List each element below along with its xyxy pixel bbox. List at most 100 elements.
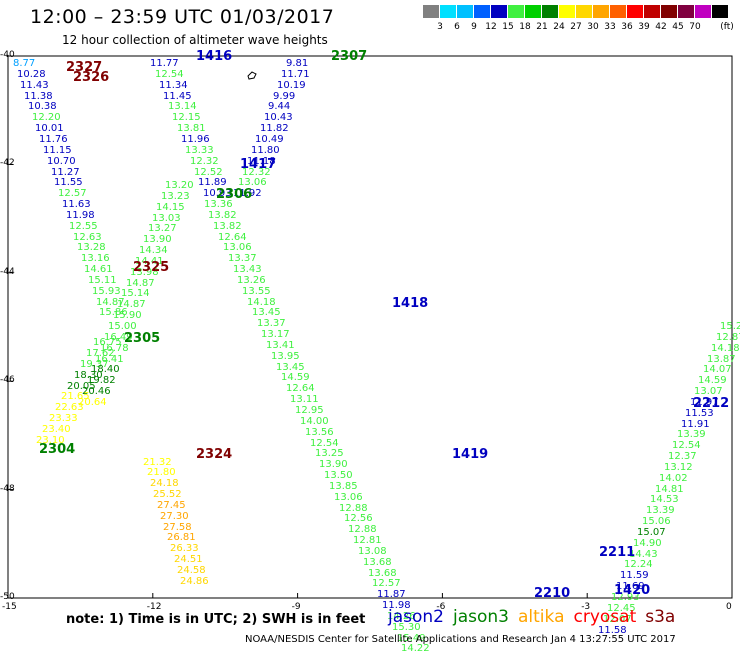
color-scale-label: 30 xyxy=(587,22,599,32)
wave-height-value: 13.43 xyxy=(233,264,262,275)
x-tick-label: 0 xyxy=(726,602,732,612)
wave-height-value: 11.80 xyxy=(251,145,280,156)
x-tick-label: -6 xyxy=(436,602,446,612)
wave-height-value: 13.41 xyxy=(266,340,295,351)
wave-height-value: 11.27 xyxy=(51,167,80,178)
pass-time-label: 2307 xyxy=(331,49,368,64)
wave-height-value: 13.12 xyxy=(664,462,693,473)
wave-height-value: 13.45 xyxy=(276,362,305,373)
pass-time-label: 1417 xyxy=(240,157,277,172)
wave-height-value: 12.32 xyxy=(190,156,219,167)
wave-height-value: 12.88 xyxy=(348,524,377,535)
y-tick-label: -48 xyxy=(0,483,15,494)
pass-time-label: 2210 xyxy=(534,586,571,601)
wave-height-value: 12.37 xyxy=(668,451,697,462)
wave-height-value: 21.65 xyxy=(61,391,90,402)
wave-height-value: 13.39 xyxy=(677,429,706,440)
wave-height-value: 11.53 xyxy=(685,408,714,419)
y-tick-label: -44 xyxy=(0,266,15,277)
wave-height-value: 24.58 xyxy=(177,565,206,576)
wave-height-value: 16.49 xyxy=(104,332,133,343)
wave-height-value: 15.06 xyxy=(642,516,671,527)
wave-height-value: 19.37 xyxy=(80,359,109,370)
wave-height-value: 13.33 xyxy=(185,145,214,156)
y-tick-label: -42 xyxy=(0,158,15,169)
color-swatch xyxy=(644,5,661,18)
color-swatch xyxy=(610,5,627,18)
wave-height-value: 12.24 xyxy=(624,559,653,570)
wave-height-value: 9.81 xyxy=(286,58,309,69)
wave-height-value: 13.45 xyxy=(252,307,281,318)
page-title: 12:00 – 23:59 UTC 01/03/2017 xyxy=(30,6,335,28)
wave-height-value: 22.63 xyxy=(55,402,84,413)
wave-height-value: 14.41 xyxy=(135,256,164,267)
axis-tickmarks xyxy=(7,55,733,599)
wave-height-value: 11.15 xyxy=(43,145,72,156)
wave-height-value: 25.52 xyxy=(153,489,182,500)
color-scale-label: 18 xyxy=(519,22,531,32)
wave-height-value: 11.55 xyxy=(54,177,83,188)
satellite-jason2: jason2 xyxy=(388,607,444,627)
pass-time-label: 2304 xyxy=(39,442,76,457)
wave-height-value: 10.38 xyxy=(28,101,57,112)
wave-height-value: 14.00 xyxy=(300,416,329,427)
wave-height-value: 13.25 xyxy=(315,448,344,459)
wave-height-value: 12.07 xyxy=(603,614,632,625)
map-frame xyxy=(7,55,733,599)
wave-height-value: 12.57 xyxy=(58,188,87,199)
wave-height-value: 14.59 xyxy=(281,372,310,383)
color-swatch xyxy=(508,5,525,18)
wave-height-value: 16.75 xyxy=(93,337,122,348)
wave-height-value: 13.37 xyxy=(228,253,257,264)
wave-height-value: 13.55 xyxy=(242,286,271,297)
color-scale-unit: (ft) xyxy=(720,22,734,32)
wave-height-value: 27.45 xyxy=(157,500,186,511)
wave-height-value: 20.64 xyxy=(78,397,107,408)
wave-height-value: 10.49 xyxy=(255,134,284,145)
wave-height-value: 11.96 xyxy=(181,134,210,145)
wave-height-value: 24.18 xyxy=(150,478,179,489)
wave-height-value: 15.86 xyxy=(99,307,128,318)
color-swatch xyxy=(678,5,695,18)
wave-height-value: 12.87 xyxy=(716,332,740,343)
wave-height-value: 13.56 xyxy=(305,427,334,438)
wave-height-value: 14.15 xyxy=(156,202,185,213)
wave-height-value: 14.53 xyxy=(650,494,679,505)
wave-height-value: 12.81 xyxy=(353,535,382,546)
x-tick-label: -3 xyxy=(581,602,591,612)
wave-height-value: 14.43 xyxy=(629,549,658,560)
wave-height-value: 23.33 xyxy=(49,413,78,424)
wave-height-value: 15.30 xyxy=(392,622,421,633)
wave-height-value: 13.82 xyxy=(213,221,242,232)
wave-height-value: 13.98 xyxy=(130,267,159,278)
wave-height-value: 12.54 xyxy=(155,69,184,80)
color-scale-label: 42 xyxy=(655,22,667,32)
wave-height-value: 21.80 xyxy=(147,467,176,478)
pass-time-label: 2212 xyxy=(693,396,730,411)
pass-time-label: 1418 xyxy=(392,296,429,311)
wave-height-value: 13.85 xyxy=(329,481,358,492)
wave-height-value: 12.15 xyxy=(172,112,201,123)
wave-height-value: 20.46 xyxy=(82,386,111,397)
wave-height-value: 10.28 xyxy=(17,69,46,80)
wave-height-value: 11.76 xyxy=(39,134,68,145)
color-swatch xyxy=(593,5,610,18)
color-scale-label: 3 xyxy=(437,22,443,32)
color-scale-label: 33 xyxy=(604,22,616,32)
wave-height-value: 11.98 xyxy=(66,210,95,221)
satellite-legend: jason2 jason3 altika cryosat s3a xyxy=(388,607,684,627)
wave-height-value: 18.40 xyxy=(91,364,120,375)
color-swatch xyxy=(423,5,440,18)
wave-height-value: 14.34 xyxy=(139,245,168,256)
wave-height-value: 14.07 xyxy=(703,364,732,375)
wave-height-value: 11.97 xyxy=(690,397,719,408)
wave-height-value: 13.26 xyxy=(237,275,266,286)
wave-height-value: 14.02 xyxy=(659,473,688,484)
wave-height-value: 12.64 xyxy=(286,383,315,394)
wave-height-value: 14.18 xyxy=(711,343,740,354)
wave-height-value: 13.16 xyxy=(81,253,110,264)
wave-height-value: 13.36 xyxy=(204,199,233,210)
wave-height-value: 10.43 xyxy=(264,112,293,123)
color-swatch xyxy=(525,5,542,18)
wave-height-value: 14.90 xyxy=(633,538,662,549)
